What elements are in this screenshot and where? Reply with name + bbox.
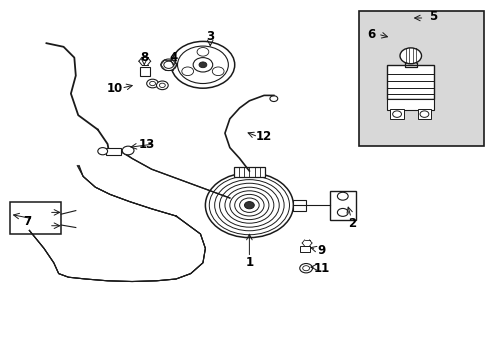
Text: 7: 7: [23, 215, 31, 228]
Circle shape: [199, 62, 206, 68]
Circle shape: [98, 148, 107, 155]
Text: 1: 1: [245, 256, 253, 269]
Text: 8: 8: [140, 51, 148, 64]
Text: 4: 4: [169, 51, 177, 64]
Bar: [389, 109, 403, 119]
Bar: [106, 148, 121, 155]
Text: 6: 6: [367, 28, 375, 41]
Bar: [140, 67, 149, 76]
Bar: [10, 202, 61, 234]
Circle shape: [299, 264, 312, 273]
Circle shape: [156, 81, 168, 90]
Circle shape: [244, 202, 254, 209]
Bar: [386, 65, 433, 99]
Bar: [417, 109, 430, 119]
Text: 2: 2: [347, 217, 355, 230]
Circle shape: [193, 58, 212, 72]
Text: 9: 9: [317, 244, 325, 257]
Bar: [233, 167, 264, 177]
Bar: [300, 246, 309, 252]
Circle shape: [399, 48, 421, 64]
Circle shape: [122, 146, 134, 155]
Text: 11: 11: [313, 262, 329, 275]
Bar: [359, 11, 483, 146]
Circle shape: [146, 79, 158, 88]
Circle shape: [182, 67, 193, 76]
Bar: [293, 200, 305, 211]
Text: 13: 13: [138, 138, 155, 150]
Bar: [329, 191, 355, 220]
Circle shape: [197, 48, 208, 56]
Text: 10: 10: [106, 82, 123, 95]
Circle shape: [161, 59, 176, 71]
Circle shape: [212, 67, 224, 76]
Bar: [386, 99, 433, 110]
Text: 12: 12: [255, 130, 272, 143]
Text: 3: 3: [206, 30, 214, 42]
Text: 5: 5: [428, 10, 436, 23]
